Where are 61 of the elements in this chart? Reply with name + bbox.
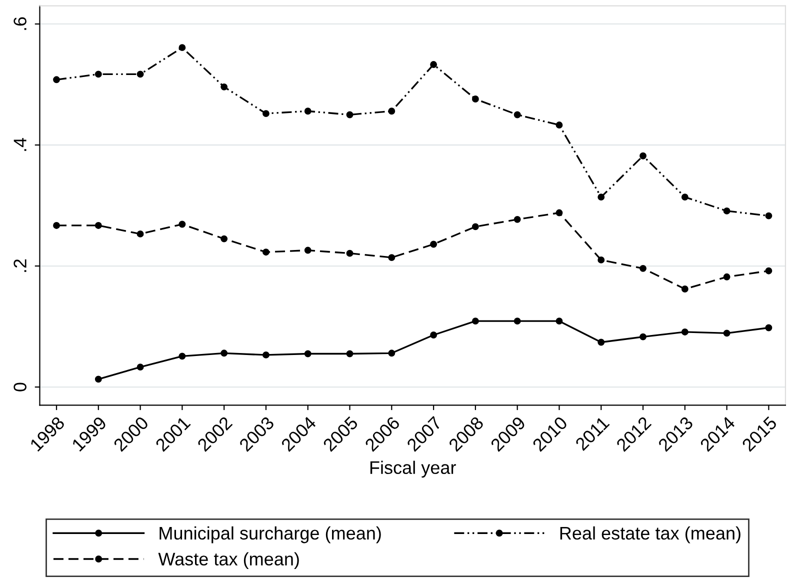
point bbox=[53, 222, 60, 229]
point bbox=[53, 76, 60, 84]
point bbox=[556, 209, 563, 216]
point bbox=[94, 222, 102, 229]
point bbox=[472, 318, 479, 325]
point bbox=[556, 122, 563, 129]
point bbox=[681, 328, 688, 336]
y-tick-label: .6 bbox=[14, 17, 26, 30]
point bbox=[136, 230, 144, 238]
point bbox=[765, 267, 772, 274]
point bbox=[220, 350, 228, 357]
y-tick-label: .2 bbox=[14, 259, 26, 272]
point bbox=[136, 70, 144, 78]
point bbox=[598, 194, 605, 201]
point bbox=[556, 318, 563, 325]
point bbox=[640, 333, 646, 340]
point bbox=[723, 273, 730, 280]
point bbox=[304, 246, 312, 254]
point bbox=[598, 338, 605, 346]
point bbox=[430, 332, 438, 338]
point bbox=[388, 254, 396, 262]
point bbox=[346, 250, 354, 257]
point bbox=[723, 330, 730, 337]
y-tick-label: 0 bbox=[14, 382, 26, 392]
point bbox=[388, 108, 396, 115]
point bbox=[472, 96, 479, 102]
point bbox=[723, 207, 730, 214]
point bbox=[220, 235, 228, 242]
text: Real estate tax (mean) bbox=[560, 526, 740, 544]
point bbox=[262, 248, 270, 256]
point bbox=[765, 212, 772, 220]
point bbox=[346, 111, 354, 118]
point bbox=[388, 350, 396, 357]
point bbox=[472, 223, 479, 230]
point bbox=[304, 350, 312, 358]
point bbox=[178, 220, 186, 228]
point bbox=[640, 264, 646, 272]
point bbox=[178, 352, 186, 360]
point bbox=[136, 364, 144, 371]
point bbox=[94, 70, 102, 78]
point bbox=[262, 351, 270, 358]
point bbox=[430, 240, 438, 248]
point bbox=[598, 256, 605, 264]
point bbox=[94, 376, 102, 383]
legend-label: Municipal surcharge (mean) bbox=[160, 526, 381, 544]
x-axis-title: Fiscal year bbox=[370, 460, 456, 478]
point bbox=[640, 152, 646, 160]
legend-label: Waste tax (mean) bbox=[158, 552, 299, 570]
point bbox=[430, 61, 438, 68]
point bbox=[514, 111, 521, 118]
point bbox=[514, 216, 521, 223]
point bbox=[262, 110, 270, 118]
point bbox=[514, 318, 521, 325]
y-tick-label: .4 bbox=[14, 138, 26, 151]
point bbox=[681, 286, 688, 292]
point bbox=[681, 194, 688, 201]
point bbox=[178, 44, 186, 52]
point bbox=[346, 350, 354, 358]
point bbox=[304, 108, 312, 115]
point bbox=[765, 324, 772, 332]
point bbox=[220, 83, 228, 90]
